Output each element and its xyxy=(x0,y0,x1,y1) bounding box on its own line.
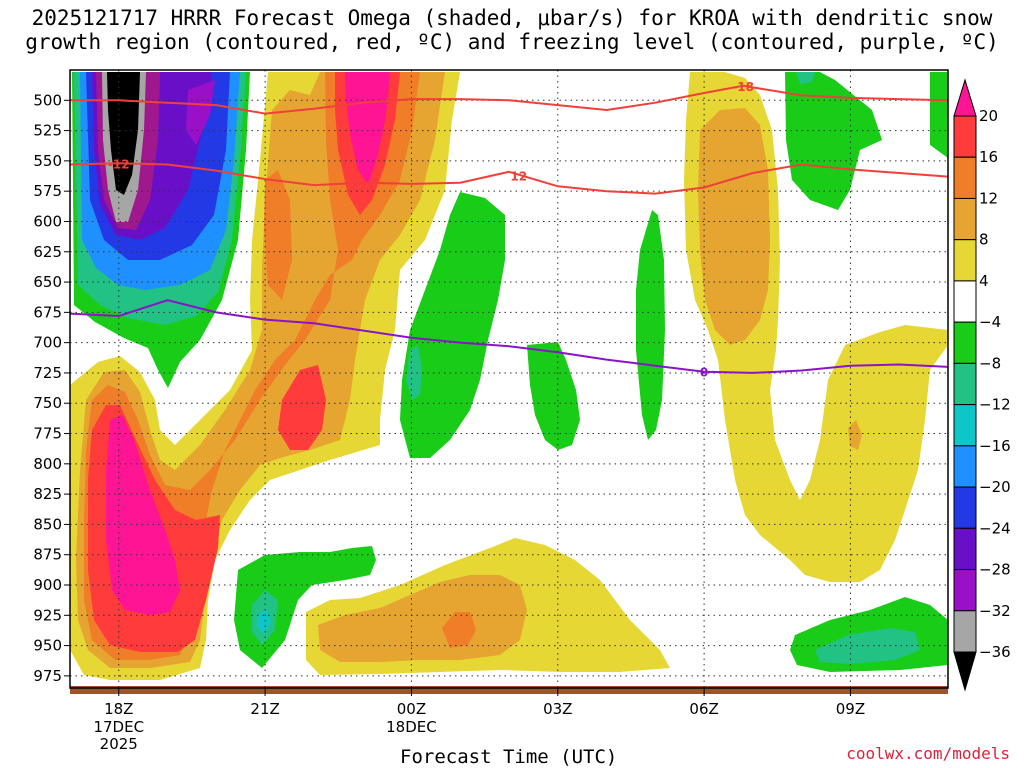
colorbar-label-8: −16 xyxy=(979,437,1011,455)
y-tick-label-775: 775 xyxy=(33,425,62,443)
x-tick-label-00Z: 00Z xyxy=(397,700,426,718)
y-tick-label-825: 825 xyxy=(33,485,62,503)
y-tick-label-725: 725 xyxy=(33,364,62,382)
temperature-contours: -18 -12 12 0 xyxy=(69,80,949,380)
colorbar-label-12: −32 xyxy=(979,602,1011,620)
omega-region-neg4-c2 xyxy=(527,342,580,450)
y-tick-label-600: 600 xyxy=(33,212,62,230)
colorbar-box-11 xyxy=(953,569,977,612)
colorbar-label-0: 20 xyxy=(979,107,998,125)
colorbar-label-5: −4 xyxy=(979,313,1001,331)
colorbar-box-4 xyxy=(953,280,977,323)
colorbar-label-10: −24 xyxy=(979,519,1011,537)
colorbar-box-9 xyxy=(953,486,977,529)
y-tick-label-925: 925 xyxy=(33,606,62,624)
freezing-level-line xyxy=(69,299,949,374)
y-tick-label-950: 950 xyxy=(33,637,62,655)
colorbar-label-13: −36 xyxy=(979,643,1011,661)
colorbar-box-1 xyxy=(953,156,977,199)
colorbar-box-7 xyxy=(953,404,977,447)
x-axis-title: Forecast Time (UTC) xyxy=(400,746,618,768)
y-tick-label-550: 550 xyxy=(33,152,62,170)
y-tick-label-875: 875 xyxy=(33,546,62,564)
colorbar-label-11: −28 xyxy=(979,561,1011,579)
y-tick-label-900: 900 xyxy=(33,576,62,594)
colorbar-box-12 xyxy=(953,610,977,653)
omega-region-neg4-center xyxy=(400,192,505,458)
freezing-level-label: 0 xyxy=(700,366,708,380)
plot-frame xyxy=(69,69,949,689)
colorbar-box-5 xyxy=(953,321,977,364)
omega-region-neg4-topright xyxy=(785,72,882,210)
colorbar: 20 16 12 8 4 −4 −8 −12 −16 −20 −24 −28 −32 −36 xyxy=(953,78,1011,692)
contour-label-minus12-left: -12 xyxy=(108,157,130,171)
credit-text[interactable]: coolwx.com/models xyxy=(846,744,1010,763)
omega-region-pos12-lower xyxy=(442,612,476,648)
title-line-1: 2025121717 HRRR Forecast Omega (shaded, … xyxy=(31,6,993,30)
chart-title: 2025121717 HRRR Forecast Omega (shaded, … xyxy=(0,6,1024,54)
colorbar-label-2: 12 xyxy=(979,189,998,207)
colorbar-box-2 xyxy=(953,197,977,241)
omega-region-pos8-lower xyxy=(318,575,527,662)
y-tick-label-500: 500 xyxy=(33,91,62,109)
contour-line--12 xyxy=(69,162,949,195)
colorbar-label-7: −12 xyxy=(979,396,1011,414)
omega-region-pos8b-right xyxy=(848,420,862,450)
omega-region-pos8-right xyxy=(698,108,770,345)
colorbar-box-3 xyxy=(953,239,977,282)
y-tick-label-575: 575 xyxy=(33,182,62,200)
colorbar-label-1: 16 xyxy=(979,148,998,166)
contour-label-minus12-center: 12 xyxy=(510,169,527,183)
colorbar-label-3: 8 xyxy=(979,231,989,249)
colorbar-box-8 xyxy=(953,445,977,488)
y-tick-label-800: 800 xyxy=(33,455,62,473)
grid-lines xyxy=(70,70,948,688)
omega-region-pos20-left xyxy=(106,415,180,615)
colorbar-box-6 xyxy=(953,362,977,406)
x-tick-label-03Z: 03Z xyxy=(543,700,572,718)
x-tick-label-06Z: 06Z xyxy=(689,700,718,718)
x-tick-sublabel-18DEC: 18DEC xyxy=(386,718,437,736)
colorbar-box-0 xyxy=(953,115,977,158)
omega-region-neg4-right-edge xyxy=(930,72,948,158)
x-tick-label-18Z: 18Z xyxy=(104,700,133,718)
y-tick-label-625: 625 xyxy=(33,243,62,261)
omega-region-neg4-left-low xyxy=(234,546,376,668)
omega-shaded-field xyxy=(70,72,948,680)
omega-region-pos12b-center xyxy=(264,170,292,300)
omega-region-neg8-topright xyxy=(796,72,815,84)
colorbar-label-4: 4 xyxy=(979,272,989,290)
omega-region-neg12-left-low xyxy=(257,608,271,634)
x-tick-label-09Z: 09Z xyxy=(836,700,865,718)
omega-region-pos16b-center xyxy=(278,365,326,450)
terrain-strip xyxy=(70,686,948,694)
omega-region-neg4-c3 xyxy=(636,210,665,440)
x-tick-sublabel-2025: 2025 xyxy=(100,735,138,753)
y-tick-label-850: 850 xyxy=(33,515,62,533)
y-tick-label-525: 525 xyxy=(33,122,62,140)
omega-region-neg8-center xyxy=(406,345,422,400)
omega-region-neg32b-left xyxy=(186,80,215,145)
x-tick-sublabel-17DEC: 17DEC xyxy=(93,718,144,736)
contour-line--18 xyxy=(70,84,949,115)
y-tick-label-750: 750 xyxy=(33,394,62,412)
y-axis: 500 525 550 575 600 625 650 675 700 725 750 775 800 8… xyxy=(33,91,70,685)
title-line-2: growth region (contoured, red, ºC) and f… xyxy=(25,30,999,54)
y-tick-label-700: 700 xyxy=(33,334,62,352)
colorbar-label-6: −8 xyxy=(979,354,1001,372)
colorbar-label-9: −20 xyxy=(979,478,1011,496)
x-tick-label-21Z: 21Z xyxy=(250,700,279,718)
colorbar-box-10 xyxy=(953,527,977,571)
y-tick-label-975: 975 xyxy=(33,667,62,685)
contour-label-minus18: -18 xyxy=(732,80,754,94)
y-tick-label-650: 650 xyxy=(33,273,62,291)
colorbar-top-triangle xyxy=(953,78,977,117)
colorbar-bottom-triangle xyxy=(953,651,977,692)
y-tick-label-675: 675 xyxy=(33,303,62,321)
